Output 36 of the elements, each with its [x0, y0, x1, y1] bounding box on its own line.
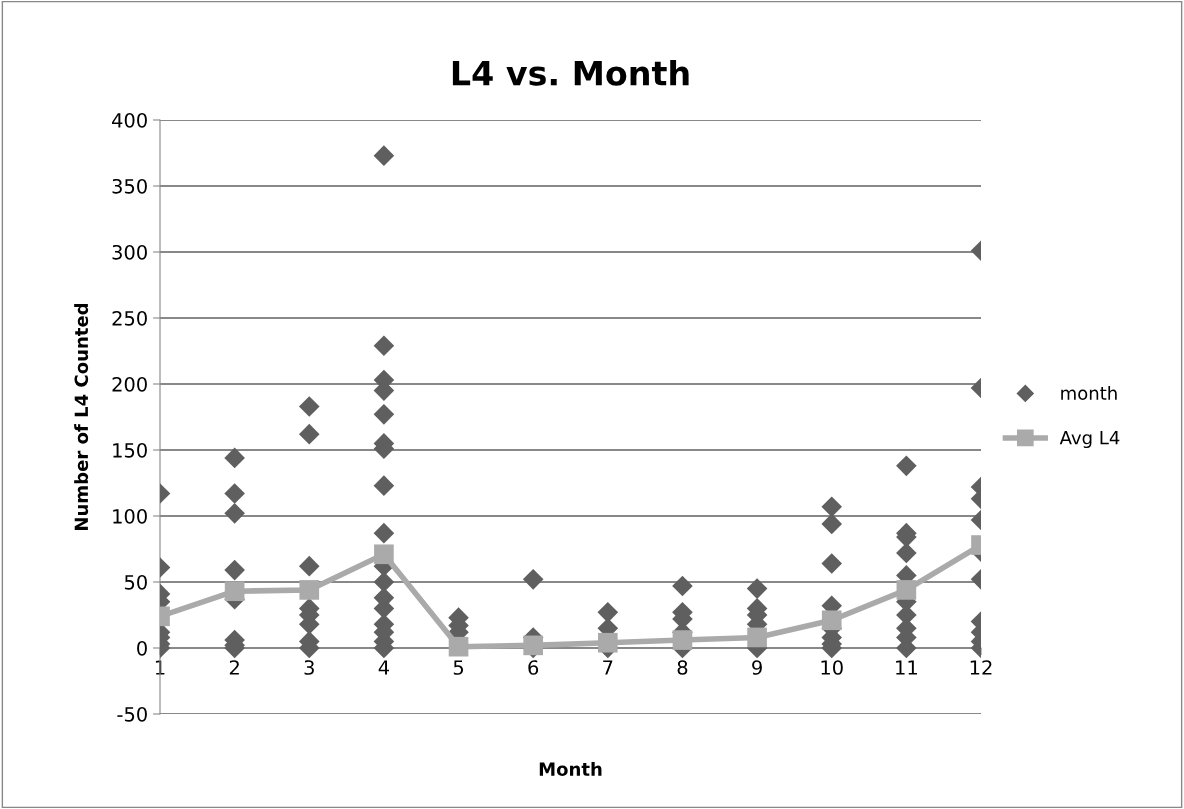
y-tick-label: 200 [112, 376, 147, 392]
x-tick-label: 5 [453, 660, 464, 675]
legend-label: month [1061, 385, 1117, 400]
y-tick-label: 100 [113, 508, 147, 524]
x-tick-label: 12 [970, 660, 992, 675]
y-tick-label: 0 [137, 640, 147, 656]
y-tick-label: 50 [124, 574, 147, 590]
y-tick-label: 300 [112, 244, 147, 260]
x-tick-label: 1 [155, 660, 165, 675]
x-tick-label: 2 [229, 660, 239, 675]
point [448, 636, 469, 657]
point [672, 630, 693, 650]
y-tick-label: 150 [113, 442, 147, 458]
x-tick-label: 7 [603, 660, 613, 675]
y-tick-label: 350 [112, 178, 147, 194]
y-tick-label: 250 [112, 310, 147, 326]
chart-title: L4 vs. Month [452, 59, 689, 86]
y-axis-title: Number of L4 Counted [74, 303, 89, 530]
point [821, 610, 842, 631]
legend-label: Avg L4 [1059, 431, 1120, 449]
x-tick-label: 10 [821, 660, 843, 675]
point [299, 580, 320, 600]
x-tick-label: 6 [528, 660, 539, 675]
x-tick-label: 11 [896, 660, 917, 675]
x-tick-label: 3 [304, 660, 314, 675]
point [896, 580, 917, 600]
point [224, 581, 245, 602]
x-tick-label: 8 [677, 660, 688, 675]
y-tick-label: 400 [112, 112, 147, 128]
x-tick-label: 4 [378, 660, 389, 675]
x-axis-title: Month [539, 761, 602, 776]
x-tick-label: 9 [752, 660, 762, 675]
point [747, 627, 767, 648]
point [374, 544, 394, 565]
point [598, 632, 618, 653]
y-tick-label: -50 [117, 706, 147, 722]
